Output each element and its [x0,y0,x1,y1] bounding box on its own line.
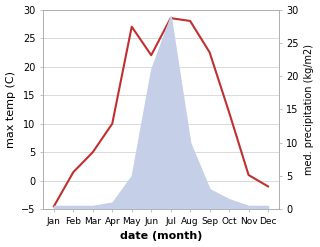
Y-axis label: max temp (C): max temp (C) [5,71,16,148]
X-axis label: date (month): date (month) [120,231,202,242]
Y-axis label: med. precipitation (kg/m2): med. precipitation (kg/m2) [304,44,315,175]
